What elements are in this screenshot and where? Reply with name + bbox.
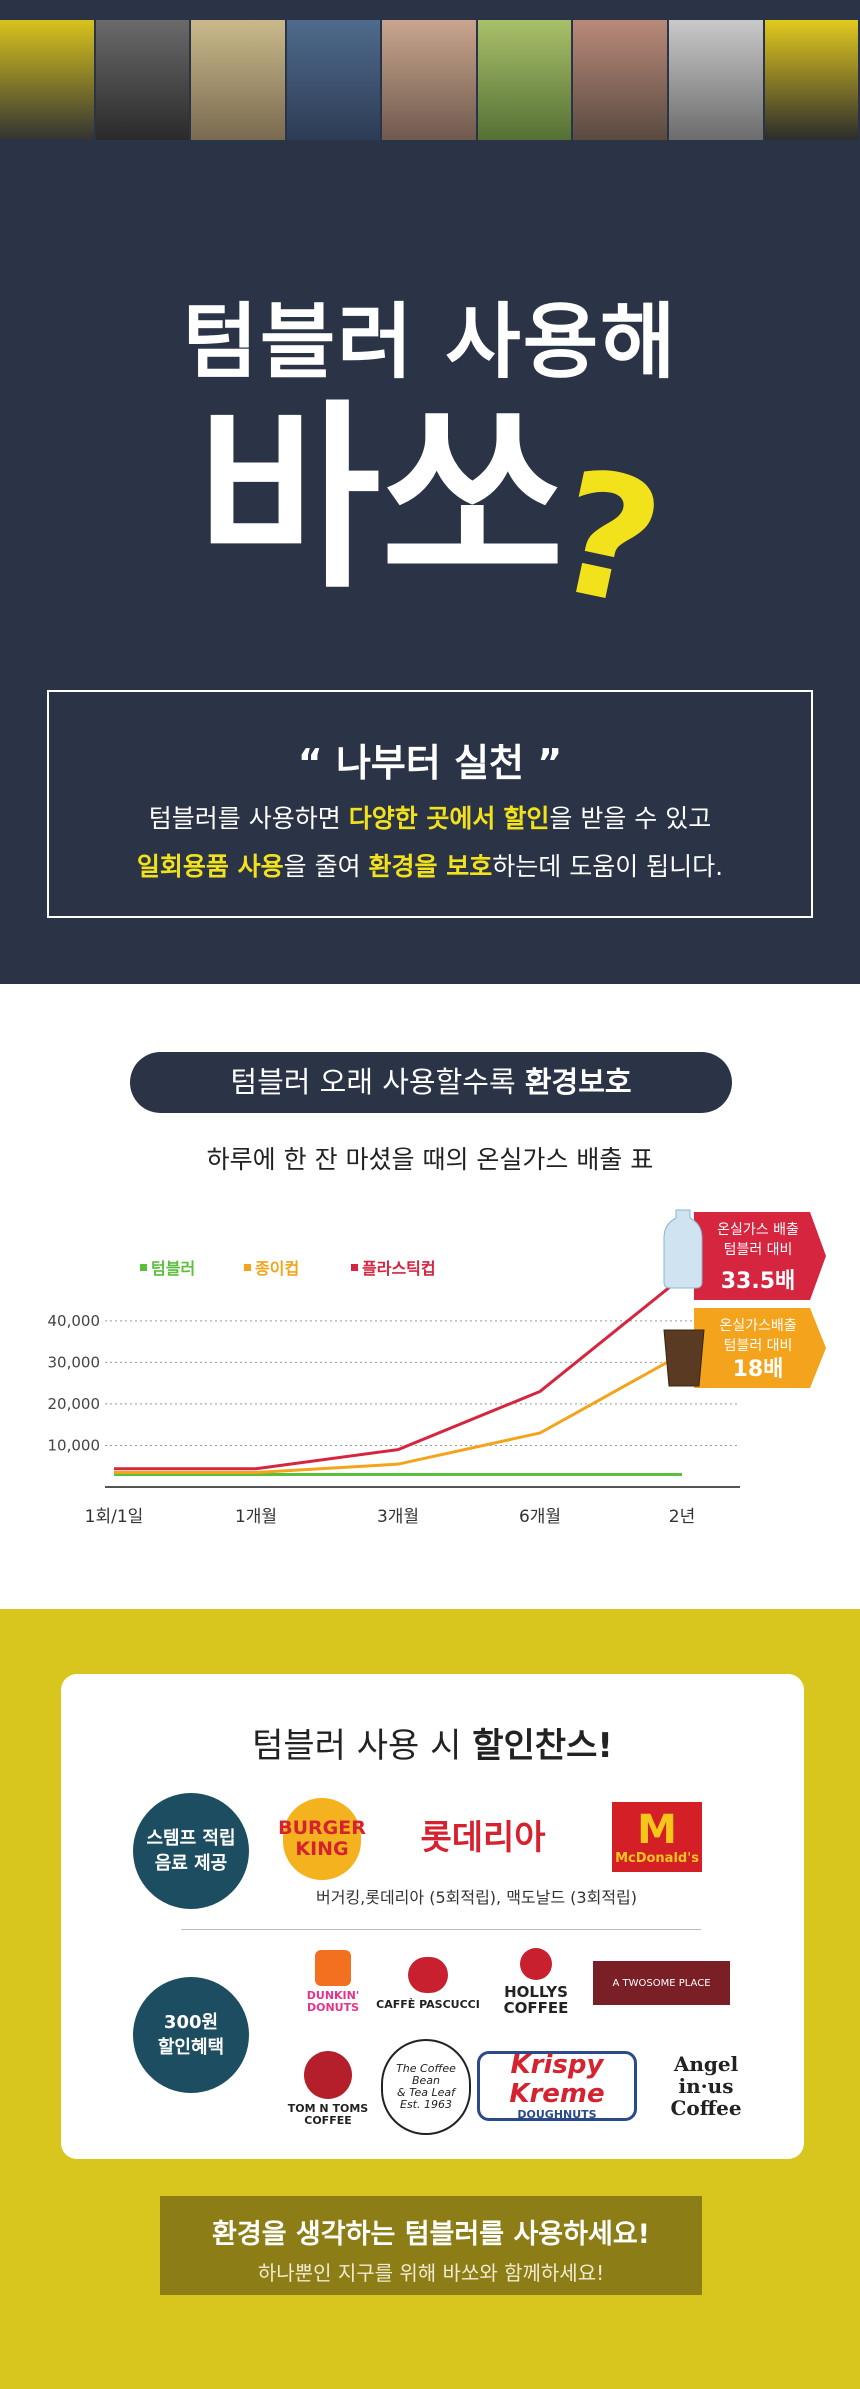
intro-box: “ 나부터 실천 ” 텀블러를 사용하면 다양한 곳에서 할인을 받을 수 있고… xyxy=(47,690,813,918)
highlight: 할인 xyxy=(503,804,550,833)
logo: CAFFÈ PASCUCCI xyxy=(373,1949,483,2019)
annotation-text: 텀블러 대비 xyxy=(724,1242,793,1258)
badge-line: 300원 xyxy=(163,2011,219,2033)
logo-line: Est. 1963 xyxy=(400,2098,452,2112)
legend-label: 종이컵 xyxy=(255,1259,299,1278)
logo-line: A TWOSOME PLACE xyxy=(612,1977,711,1989)
logo-line: KING xyxy=(295,1838,349,1860)
legend-label: 텀블러 xyxy=(151,1259,195,1278)
logo-line: COFFEE xyxy=(304,2114,352,2127)
logo: 롯데리아 xyxy=(388,1814,578,1864)
chart: 10,000 20,000 30,000 40,000 1회/1일 1개월 3개월 6개월 2년… xyxy=(48,1209,826,1527)
logo-line: DONUTS xyxy=(306,2001,360,2014)
annotation-text: 33.5배 xyxy=(721,1269,796,1294)
series-line xyxy=(114,1276,683,1471)
logo-line: Krispy Kreme xyxy=(509,2050,605,2109)
callout xyxy=(694,1212,826,1300)
y-tick-label: 40,000 xyxy=(48,1312,101,1330)
logo-line: HOLLYS xyxy=(504,1982,568,2001)
highlight: 환경을 보호 xyxy=(368,852,493,881)
x-tick-label: 3개월 xyxy=(377,1507,419,1527)
text: 을 줄여 xyxy=(283,852,369,881)
logo-line: DUNKIN' xyxy=(306,1988,360,2002)
logo-line: Angel xyxy=(673,2052,739,2076)
logo-line: COFFEE xyxy=(503,1999,569,2017)
text: 하는데 도움이 됩니다. xyxy=(492,852,724,881)
logo-line: CAFFÈ PASCUCCI xyxy=(376,1997,480,2011)
card-title: 텀블러 사용 시 할인찬스! xyxy=(61,1718,804,1767)
text: 텀블러 오래 사용할수록 xyxy=(230,1065,525,1099)
logo-line: McDonald's xyxy=(615,1850,699,1866)
x-tick-label: 1회/1일 xyxy=(85,1507,144,1527)
badge-line: 할인혜택 xyxy=(157,2037,225,2058)
hero-title: 텀블러 사용해 xyxy=(182,295,678,390)
section-pill: 텀블러 오래 사용할수록 환경보호 xyxy=(130,1052,732,1113)
banner-title: 환경을 생각하는 텀블러를 사용하세요! xyxy=(212,2219,650,2250)
callout xyxy=(694,1308,826,1388)
x-tick-label: 1개월 xyxy=(235,1507,277,1527)
logo: BURGER KING xyxy=(278,1798,366,1880)
annotation-text: 텀블러 대비 xyxy=(724,1338,793,1354)
logo: The Coffee Bean & Tea Leaf Est. 1963 xyxy=(381,2039,471,2135)
chart-subtitle: 하루에 한 잔 마셨을 때의 온실가스 배출 표 xyxy=(206,1145,654,1174)
y-tick-label: 10,000 xyxy=(48,1436,101,1454)
legend-swatch xyxy=(244,1264,251,1271)
x-tick-label: 2년 xyxy=(669,1507,695,1527)
y-tick-label: 30,000 xyxy=(48,1353,101,1371)
badge-line: 음료 제공 xyxy=(154,1853,228,1874)
logo: TOM N TOMS COFFEE xyxy=(283,2044,373,2134)
cup-icon xyxy=(663,1329,705,1387)
y-tick-label: 20,000 xyxy=(48,1395,101,1413)
logo-line: in·us xyxy=(678,2074,734,2098)
annotation-text: 온실가스 배출 xyxy=(717,1222,799,1238)
annotation-text: 18배 xyxy=(733,1357,784,1382)
hero-word: 바쏘 xyxy=(196,383,565,616)
logo: A TWOSOME PLACE xyxy=(593,1961,730,2005)
logo: Angel in·us Coffee xyxy=(651,2036,761,2136)
logo-line: BURGER xyxy=(278,1817,366,1840)
highlight: 일회용품 사용 xyxy=(136,852,284,881)
text: 텀블러 사용 시 xyxy=(252,1726,473,1766)
highlight: 다양한 곳에서 xyxy=(348,804,496,833)
text-bold: 할인찬스! xyxy=(472,1726,613,1766)
banner-subtitle: 하나뿐인 지구를 위해 바쏘와 함께하세요! xyxy=(257,2261,605,2285)
footer-banner: 환경을 생각하는 텀블러를 사용하세요! 하나뿐인 지구를 위해 바쏘와 함께하… xyxy=(160,2196,702,2295)
intro-line: 일회용품 사용을 줄여 환경을 보호하는데 도움이 됩니다. xyxy=(49,847,811,883)
logo: M McDonald's xyxy=(612,1802,702,1872)
caption: 버거킹,롯데리아 (5회적립), 맥도날드 (3회적립) xyxy=(316,1888,637,1907)
hero-section xyxy=(0,0,860,984)
legend-swatch xyxy=(351,1264,358,1271)
logo-line: 롯데리아 xyxy=(420,1818,546,1859)
logo-line: & Tea Leaf xyxy=(397,2086,455,2099)
intro-line: 텀블러를 사용하면 다양한 곳에서 할인을 받을 수 있고 xyxy=(49,799,811,835)
intro-heading: “ 나부터 실천 ” xyxy=(297,741,563,785)
legend-swatch xyxy=(140,1264,147,1271)
series-line xyxy=(114,1352,683,1474)
annotation-text: 온실가스배출 xyxy=(719,1318,796,1334)
photo-strip xyxy=(0,20,860,140)
x-tick-label: 6개월 xyxy=(519,1507,561,1527)
text: 을 받을 수 있고 xyxy=(549,804,712,833)
logo: DUNKIN' DONUTS xyxy=(293,1942,373,2022)
bottle-icon xyxy=(663,1209,703,1289)
logo-line: M xyxy=(637,1806,677,1853)
text-bold: 환경보호 xyxy=(524,1065,632,1099)
badge-line: 스템프 적립 xyxy=(146,1827,236,1849)
text: 텀블러를 사용하면 xyxy=(148,804,349,833)
logo-line: The Coffee Bean xyxy=(396,2061,456,2087)
logo: HOLLYS COFFEE xyxy=(491,1942,581,2022)
hero-headline: 바쏘? xyxy=(0,400,860,647)
logo-line: Coffee xyxy=(670,2096,742,2120)
legend-label: 플라스틱컵 xyxy=(362,1259,436,1278)
divider xyxy=(181,1929,701,1930)
logo-line: TOM N TOMS xyxy=(287,2101,369,2115)
logo: Krispy Kreme DOUGHNUTS xyxy=(477,2051,637,2121)
logo-line: DOUGHNUTS xyxy=(517,2107,597,2121)
